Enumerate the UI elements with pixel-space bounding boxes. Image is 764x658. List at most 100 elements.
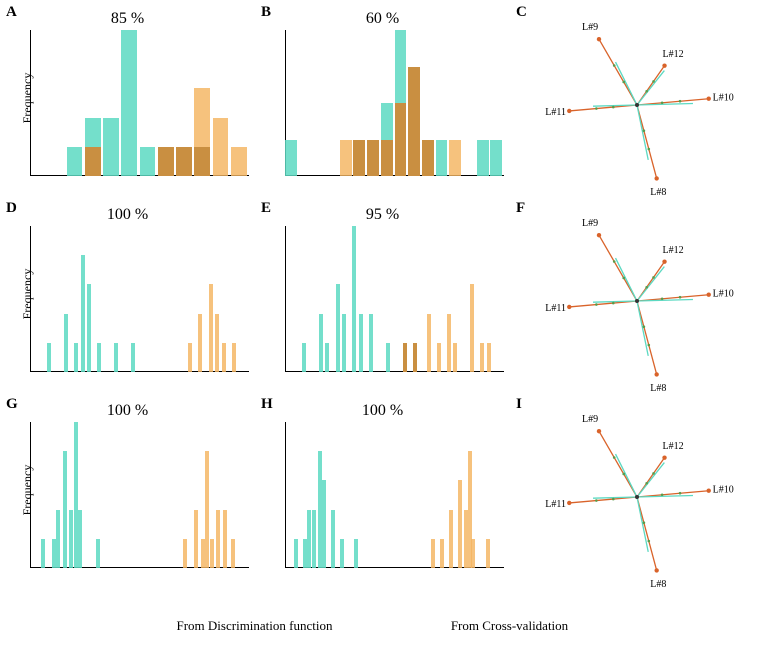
bar xyxy=(114,343,118,372)
bar xyxy=(158,147,174,176)
leg-label: L#12 xyxy=(663,441,684,452)
leg-label: L#10 xyxy=(713,289,734,300)
bar xyxy=(67,147,83,176)
bar xyxy=(81,255,85,372)
figure-grid: A85 %FrequencyB60 %CL#9L#12L#10L#8L#11D1… xyxy=(0,0,764,588)
leg-label: L#11 xyxy=(545,107,566,118)
bar xyxy=(140,147,156,176)
bar xyxy=(322,480,326,568)
bar xyxy=(216,510,220,568)
percent-label: 100 % xyxy=(107,402,148,420)
plot-area xyxy=(30,226,249,372)
bar xyxy=(395,103,407,176)
bar xyxy=(223,510,227,568)
star-plot: L#9L#12L#10L#8L#11 xyxy=(510,0,764,196)
bar xyxy=(490,140,502,177)
plot-area xyxy=(285,30,504,176)
bar xyxy=(209,284,213,372)
percent-label: 100 % xyxy=(362,402,403,420)
leg-label: L#8 xyxy=(650,579,666,588)
bar xyxy=(198,314,202,372)
leg-label: L#9 xyxy=(582,22,598,33)
bar xyxy=(436,140,448,177)
bar xyxy=(403,343,407,372)
star-plot: L#9L#12L#10L#8L#11 xyxy=(510,392,764,588)
panel-F: FL#9L#12L#10L#8L#11 xyxy=(510,196,764,392)
percent-label: 85 % xyxy=(111,10,144,28)
bar xyxy=(176,147,192,176)
leg-label: L#10 xyxy=(713,93,734,104)
bar xyxy=(222,343,226,372)
leg-label: L#9 xyxy=(582,218,598,229)
bar xyxy=(325,343,329,372)
star-plot: L#9L#12L#10L#8L#11 xyxy=(510,196,764,392)
panel-letter: A xyxy=(6,4,17,21)
bar xyxy=(413,343,417,372)
bar xyxy=(97,343,101,372)
leg-label: L#11 xyxy=(545,303,566,314)
bar xyxy=(352,226,356,372)
bar xyxy=(359,314,363,372)
xlabel-left: From Discrimination function xyxy=(127,618,382,634)
bar xyxy=(453,343,457,372)
bar xyxy=(87,284,91,372)
bar xyxy=(231,147,247,176)
plot-area xyxy=(30,422,249,568)
bar xyxy=(319,314,323,372)
bar xyxy=(302,343,306,372)
bar xyxy=(367,140,379,177)
bar xyxy=(78,510,82,568)
bar xyxy=(131,343,135,372)
bar xyxy=(437,343,441,372)
bar xyxy=(427,314,431,372)
bar xyxy=(431,539,435,568)
bar xyxy=(74,343,78,372)
bar xyxy=(312,510,316,568)
bar xyxy=(386,343,390,372)
bar xyxy=(449,140,461,177)
bar xyxy=(447,314,451,372)
percent-label: 95 % xyxy=(366,206,399,224)
bar xyxy=(477,140,489,177)
panel-G: G100 %Frequency xyxy=(0,392,255,588)
bar xyxy=(47,343,51,372)
bar xyxy=(69,510,73,568)
leg-label: L#8 xyxy=(650,383,666,392)
bar xyxy=(486,539,490,568)
bar xyxy=(480,343,484,372)
bar xyxy=(487,343,491,372)
panel-H: H 100 % xyxy=(255,392,510,588)
bar xyxy=(336,284,340,372)
bar xyxy=(232,343,236,372)
bar xyxy=(458,480,462,568)
bar xyxy=(408,67,420,177)
bar xyxy=(331,510,335,568)
bar xyxy=(188,343,192,372)
bar xyxy=(340,140,352,177)
panel-E: E 95 % xyxy=(255,196,510,392)
bar xyxy=(381,140,393,177)
bar xyxy=(96,539,100,568)
panel-I: IL#9L#12L#10L#8L#11 xyxy=(510,392,764,588)
bar xyxy=(307,510,311,568)
plot-area xyxy=(30,30,249,176)
panel-letter: G xyxy=(6,396,18,413)
bar xyxy=(41,539,45,568)
bar xyxy=(63,451,67,568)
panel-B: B60 % xyxy=(255,0,510,196)
panel-letter: E xyxy=(261,200,271,217)
panel-letter: H xyxy=(261,396,273,413)
bar xyxy=(215,314,219,372)
bar xyxy=(342,314,346,372)
bar xyxy=(183,539,187,568)
xlabel-mid: From Cross-validation xyxy=(382,618,637,634)
panel-letter: D xyxy=(6,200,17,217)
bar xyxy=(56,510,60,568)
bar xyxy=(340,539,344,568)
bar xyxy=(369,314,373,372)
plot-area xyxy=(285,226,504,372)
bar xyxy=(194,147,210,176)
leg-label: L#11 xyxy=(545,499,566,510)
bar xyxy=(210,539,214,568)
panel-letter: B xyxy=(261,4,271,21)
